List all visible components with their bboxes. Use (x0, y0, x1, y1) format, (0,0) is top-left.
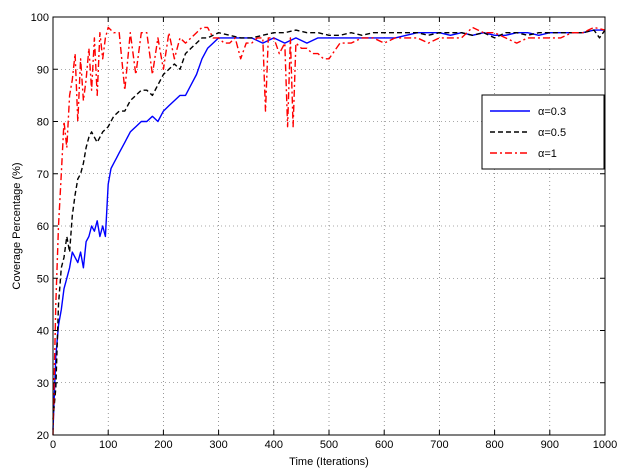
legend-label: α=1 (538, 148, 557, 160)
ticks: 0 100 200 300 400 500 600 700 800 900 1000 20 30 40 50… (31, 12, 618, 451)
x-tick-label: 900 (541, 439, 559, 451)
y-tick-label: 20 (37, 430, 49, 442)
x-axis-label: Time (Iterations) (289, 456, 369, 468)
y-tick-label: 50 (37, 273, 49, 285)
y-tick-label: 100 (31, 12, 49, 24)
y-tick-label: 60 (37, 221, 49, 233)
x-tick-label: 700 (430, 439, 448, 451)
x-tick-label: 800 (485, 439, 503, 451)
y-tick-label: 40 (37, 326, 49, 338)
y-tick-label: 80 (37, 117, 49, 129)
grid (53, 17, 605, 435)
y-tick-label: 70 (37, 169, 49, 181)
x-tick-label: 500 (320, 439, 338, 451)
legend: α=0.3 α=0.5 α=1 (481, 94, 605, 170)
x-tick-label: 300 (209, 439, 227, 451)
y-tick-label: 90 (37, 64, 49, 76)
x-tick-label: 1000 (593, 439, 617, 451)
y-tick-label: 30 (37, 378, 49, 390)
x-tick-label: 100 (99, 439, 117, 451)
x-tick-label: 200 (154, 439, 172, 451)
series-line-3 (52, 26, 606, 436)
legend-label: α=0.3 (538, 106, 566, 118)
x-tick-label: 600 (375, 439, 393, 451)
y-axis-label: Coverage Percentage (%) (11, 162, 23, 289)
series-group (52, 26, 606, 436)
x-tick-label: 0 (50, 439, 56, 451)
series-line-2 (52, 29, 606, 420)
x-tick-label: 400 (265, 439, 283, 451)
legend-label: α=0.5 (538, 127, 566, 139)
